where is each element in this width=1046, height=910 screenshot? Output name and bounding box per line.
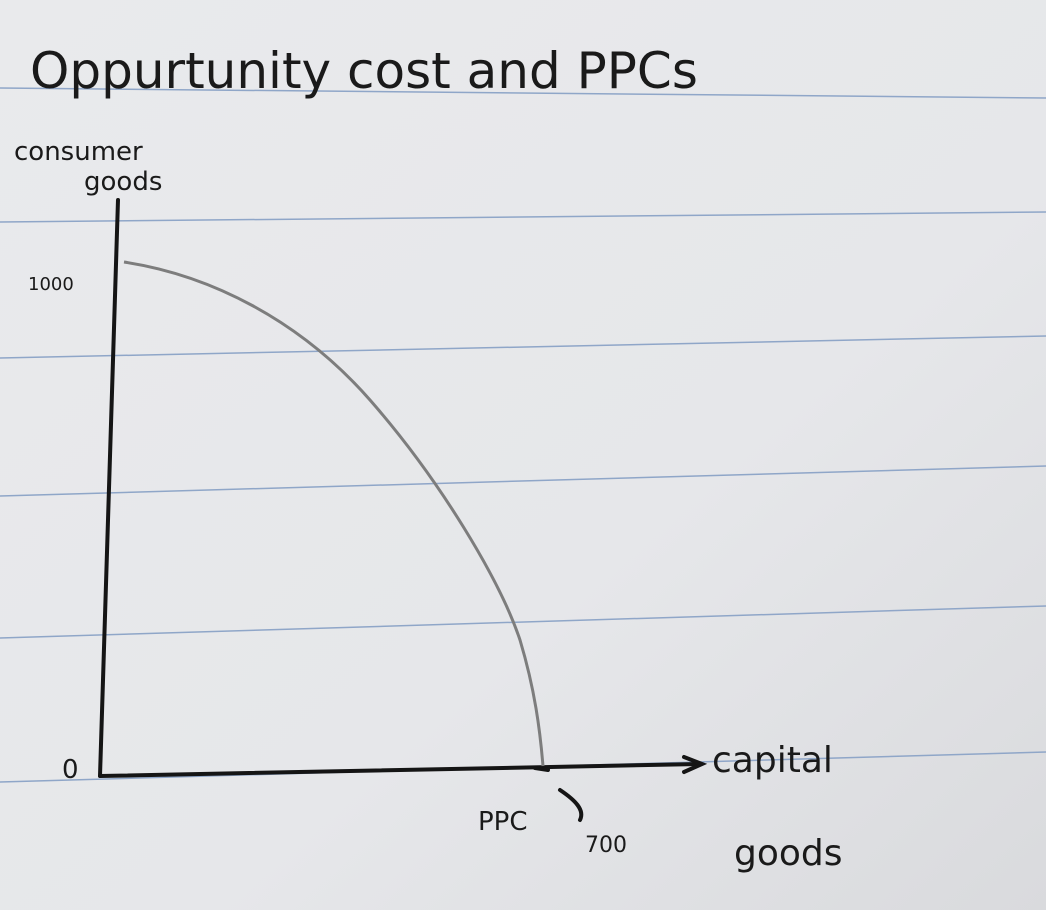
ppc-curve: [123, 260, 545, 767]
x-axis-arrow: [682, 755, 708, 774]
curve-label-leader: [533, 766, 584, 822]
y-axis-label: consumer: [14, 137, 143, 167]
y-intercept-label: 1000: [28, 274, 74, 295]
y-axis: [98, 198, 120, 778]
x-axis: [98, 762, 702, 778]
rule-line: [0, 465, 1046, 497]
x-intercept-label: 700: [585, 833, 627, 858]
y-axis-label: goods: [84, 167, 162, 197]
rule-line: [0, 211, 1046, 223]
curve-label: PPC: [478, 807, 528, 837]
rule-line: [0, 87, 1046, 99]
title: Oppurtunity cost and PPCs: [30, 42, 698, 100]
origin-label: 0: [62, 755, 79, 785]
x-axis-label: goods: [734, 833, 843, 874]
rule-line: [0, 605, 1046, 639]
x-axis-label: capital: [712, 740, 833, 781]
rule-line: [0, 335, 1046, 359]
